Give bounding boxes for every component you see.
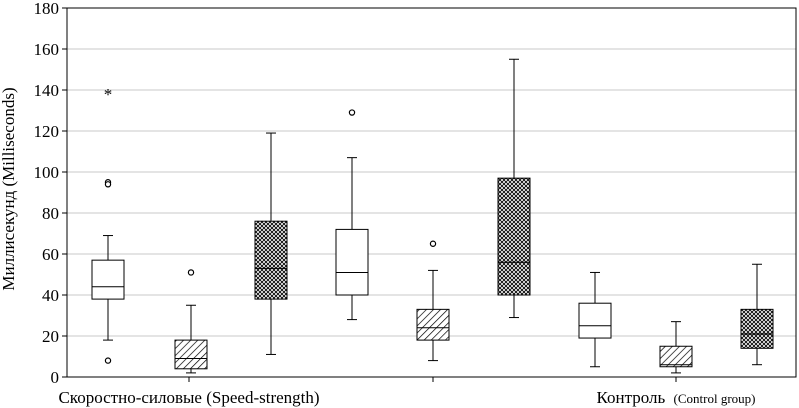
box-3 [254,132,288,355]
box-1-outlier-3 [104,357,112,364]
y-tick-label-40: 40 [42,286,59,305]
box-1-extreme-1: * [104,85,113,104]
group-label-speed-strength: Скоростно-силовые (Speed-strength) [58,388,319,407]
box-4 [335,109,369,321]
boxes: * [91,58,774,374]
y-tick-label-100: 100 [34,163,60,182]
box-8 [659,321,693,374]
box-8-iqr [659,345,693,368]
group-label-control: Контроль (Control group) [597,388,756,407]
box-5 [416,240,450,362]
y-axis-title: Миллисекунд (Milliseconds) [0,87,18,290]
box-5-iqr [416,308,450,341]
y-tick-label-140: 140 [34,81,60,100]
y-tick-label-60: 60 [42,245,59,264]
box-2 [174,269,208,374]
y-tick-label-120: 120 [34,122,60,141]
y-tick-label-180: 180 [34,0,60,18]
box-4-outlier-1 [348,109,356,116]
axes: 0 20 40 60 80 100 120 140 160 180 [34,0,797,387]
box-4-iqr [335,228,369,296]
box-1-iqr [91,259,125,300]
y-tick-label-0: 0 [51,368,60,387]
box-6-iqr [497,177,531,296]
box-9-iqr [740,308,774,349]
box-7 [578,271,612,368]
group-label-control-main: Контроль [597,388,666,407]
box-1-outlier-2 [104,181,112,188]
box-3-iqr [254,220,288,300]
y-tick-label-20: 20 [42,327,59,346]
y-tick-label-80: 80 [42,204,59,223]
box-7-iqr [578,302,612,339]
box-1: * [91,85,125,364]
grid-lines [67,7,796,337]
box-5-outlier-1 [429,240,437,247]
plot-frame [66,7,797,378]
box-2-iqr [174,339,208,370]
box-2-outlier-1 [187,269,195,276]
box-9 [740,263,774,366]
group-label-control-sub: (Control group) [674,391,756,406]
y-tick-label-160: 160 [34,40,60,59]
box-6 [497,58,531,319]
